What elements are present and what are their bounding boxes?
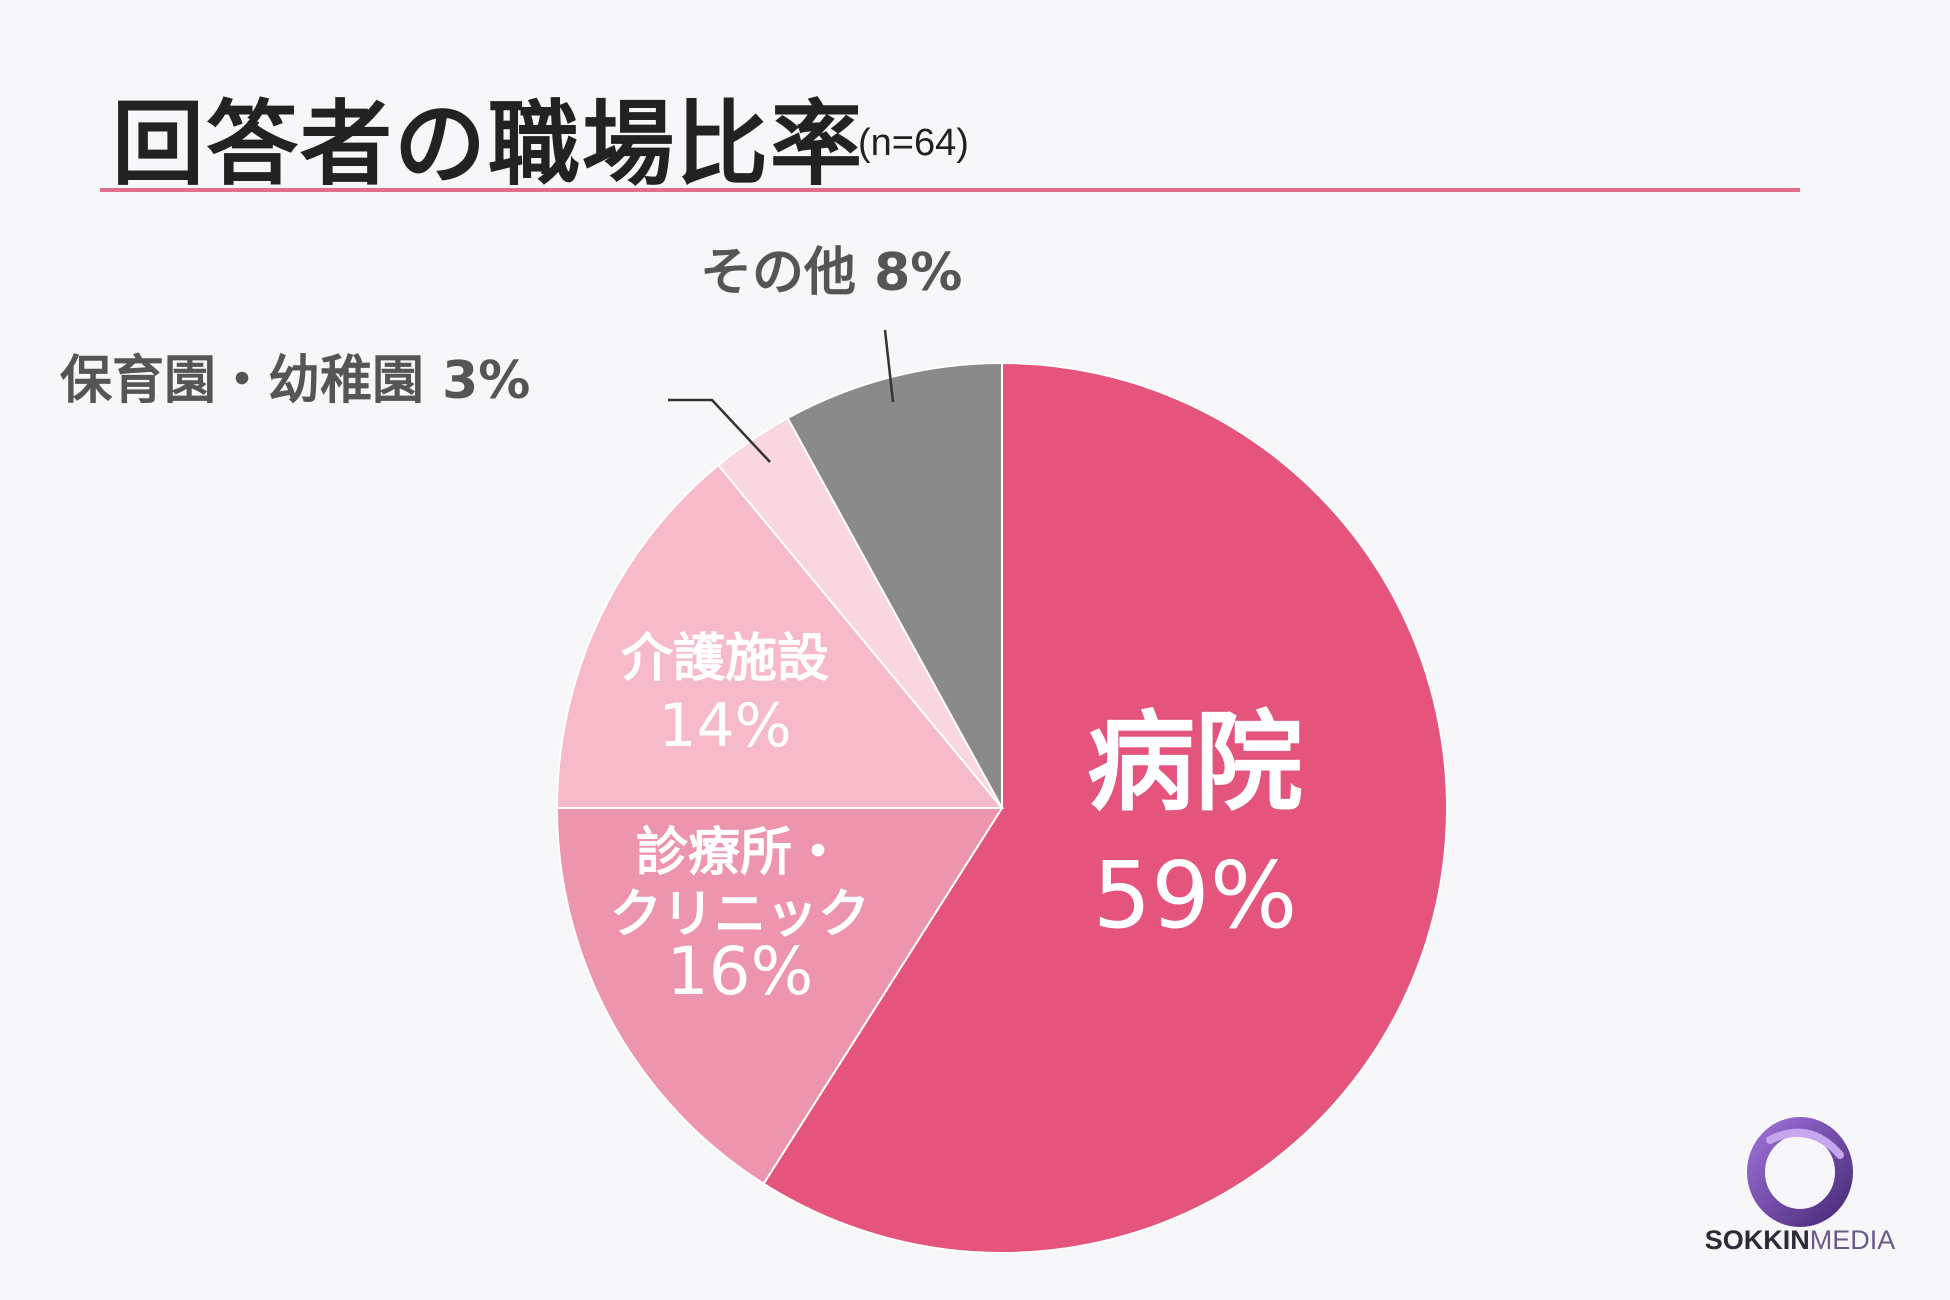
logo-text-bold: SOKKIN [1704,1225,1810,1255]
pie-slice [555,463,1005,809]
slice-percent-label: 14% [658,691,791,761]
chart-title: 回答者の職場比率 [112,91,865,198]
slice-label: 病院 [1087,701,1303,826]
slice-label: 介護施設 [621,629,829,689]
sokkin-media-logo-icon [1747,1117,1853,1227]
slice-percent-label: 59% [1093,842,1297,949]
logo-text-light: MEDIA [1809,1225,1896,1255]
pie-slice [555,807,1004,1186]
slice-label: クリニック [610,885,870,945]
pie-slice [762,361,1448,1254]
leader-line [668,398,771,463]
slice-label: 診療所・ [636,823,844,883]
chart-subtitle: (n=64) [858,122,969,164]
slice-percent-label: 16% [667,933,814,1010]
slice-label: 保育園・幼稚園 3% [60,351,530,411]
title-underline [100,188,1800,192]
logo-wordmark: SOKKINMEDIA [1700,1225,1900,1256]
leader-line [883,329,895,403]
slice-label: その他 8% [700,243,962,303]
